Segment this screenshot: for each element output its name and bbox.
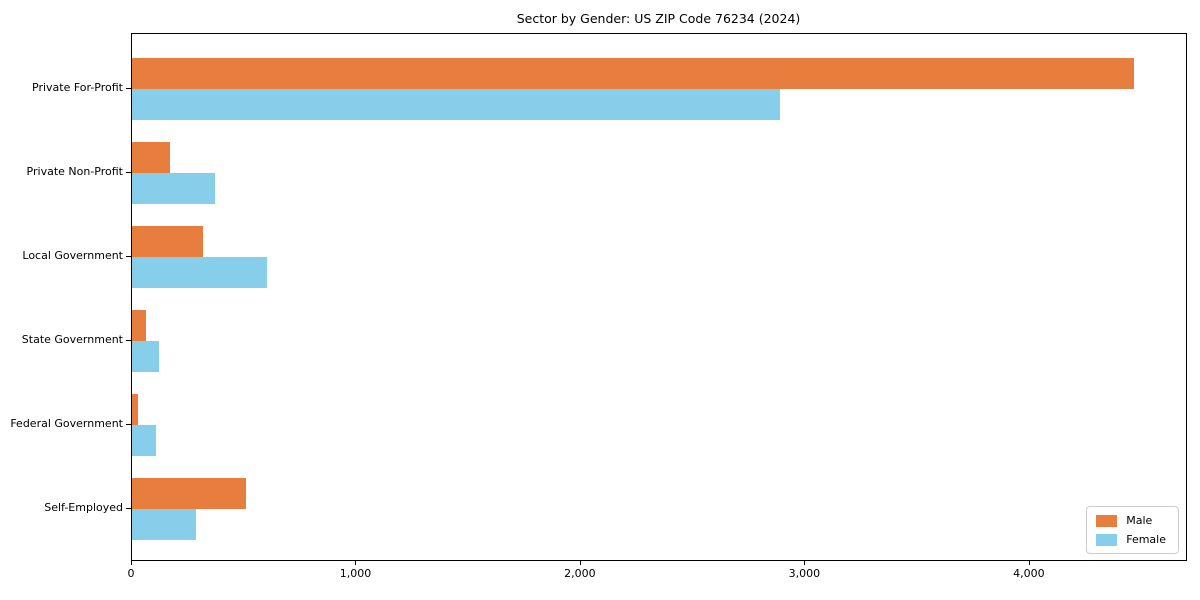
legend: Male Female: [1086, 506, 1179, 554]
female-bar: [132, 425, 156, 456]
male-bar: [132, 394, 139, 425]
plot-area: Male Female: [131, 33, 1187, 561]
female-bar: [132, 509, 196, 540]
female-bar: [132, 173, 215, 204]
female-bar: [132, 89, 781, 120]
x-tick-label: 1,000: [339, 567, 372, 580]
x-tick-mark: [804, 561, 806, 565]
male-bar: [132, 142, 171, 173]
y-tick-label: Local Government: [22, 249, 123, 262]
y-tick-label: Federal Government: [10, 417, 123, 430]
chart-title: Sector by Gender: US ZIP Code 76234 (202…: [516, 11, 801, 26]
y-tick-label: State Government: [21, 333, 123, 346]
y-tick-label: Private Non-Profit: [26, 165, 123, 178]
x-tick-label: 3,000: [788, 567, 821, 580]
legend-item: Male: [1096, 514, 1166, 527]
x-tick-mark: [131, 561, 132, 565]
x-tick-label: 2,000: [564, 567, 596, 580]
male-bar: [132, 310, 146, 341]
legend-label: Female: [1126, 533, 1166, 546]
y-tick-label: Private For-Profit: [32, 81, 123, 94]
x-tick-label: 0: [127, 567, 135, 580]
male-bar: [132, 58, 1135, 89]
male-bar: [132, 478, 247, 509]
x-tick-mark: [1028, 561, 1030, 565]
male-bar: [132, 226, 203, 257]
female-bar: [132, 341, 159, 372]
y-tick-label: Self-Employed: [44, 501, 123, 514]
legend-item: Female: [1096, 533, 1166, 546]
legend-swatch-icon: [1096, 514, 1118, 527]
x-tick-mark: [579, 561, 581, 565]
legend-swatch-icon: [1096, 533, 1118, 546]
legend-label: Male: [1126, 514, 1153, 527]
x-tick-mark: [355, 561, 357, 565]
female-bar: [132, 257, 267, 288]
x-tick-label: 4,000: [1013, 567, 1045, 580]
